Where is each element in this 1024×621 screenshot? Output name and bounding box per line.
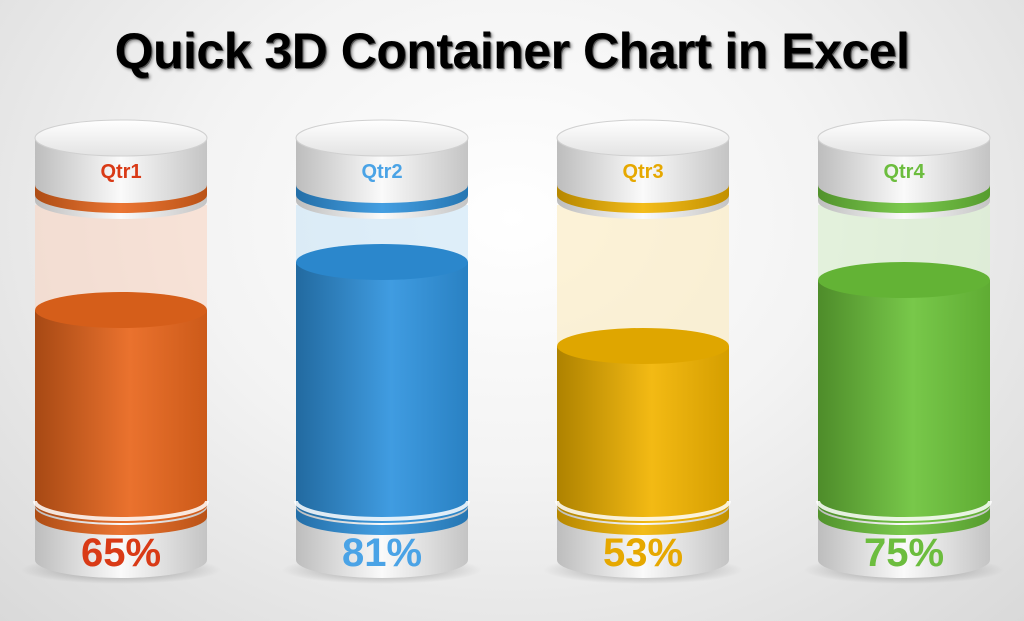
category-label: Qtr1 xyxy=(100,161,141,183)
container-cap xyxy=(557,138,729,219)
category-label: Qtr3 xyxy=(622,161,663,183)
bottom-band xyxy=(296,507,468,535)
cap-top xyxy=(817,119,991,157)
value-label: 53% xyxy=(603,531,683,575)
container-qtr4: Qtr4 75% xyxy=(804,119,1004,584)
top-band xyxy=(35,185,207,213)
bottom-band xyxy=(557,507,729,535)
liquid-surface xyxy=(296,244,468,280)
liquid-surface xyxy=(35,292,207,328)
liquid-surface xyxy=(557,328,729,364)
cap-top xyxy=(34,119,208,157)
bottom-band xyxy=(35,507,207,535)
chart-title: Quick 3D Container Chart in Excel xyxy=(114,23,910,79)
value-label: 81% xyxy=(342,531,422,575)
container-qtr3: Qtr3 53% xyxy=(543,119,743,584)
liquid-surface xyxy=(818,262,990,298)
container-qtr1: Qtr1 65% xyxy=(21,119,221,584)
value-label: 75% xyxy=(864,531,944,575)
category-label: Qtr4 xyxy=(883,161,925,183)
container-cap xyxy=(296,138,468,219)
separator-line xyxy=(294,500,470,521)
bottom-band xyxy=(818,507,990,535)
cap-top xyxy=(295,119,469,157)
liquid-bar xyxy=(35,310,207,523)
cap-top xyxy=(556,119,730,157)
separator-line xyxy=(555,500,731,521)
liquid-bar xyxy=(557,346,729,523)
separator-line xyxy=(816,500,992,521)
container-qtr2: Qtr2 81% xyxy=(282,119,482,584)
container-cap xyxy=(818,138,990,219)
value-label: 65% xyxy=(81,531,161,575)
top-band xyxy=(557,185,729,213)
container-cap xyxy=(35,138,207,219)
liquid-bar xyxy=(818,280,990,523)
category-label: Qtr2 xyxy=(361,161,402,183)
liquid-bar xyxy=(296,262,468,523)
top-band xyxy=(296,185,468,213)
top-band xyxy=(818,185,990,213)
separator-line xyxy=(33,500,209,521)
